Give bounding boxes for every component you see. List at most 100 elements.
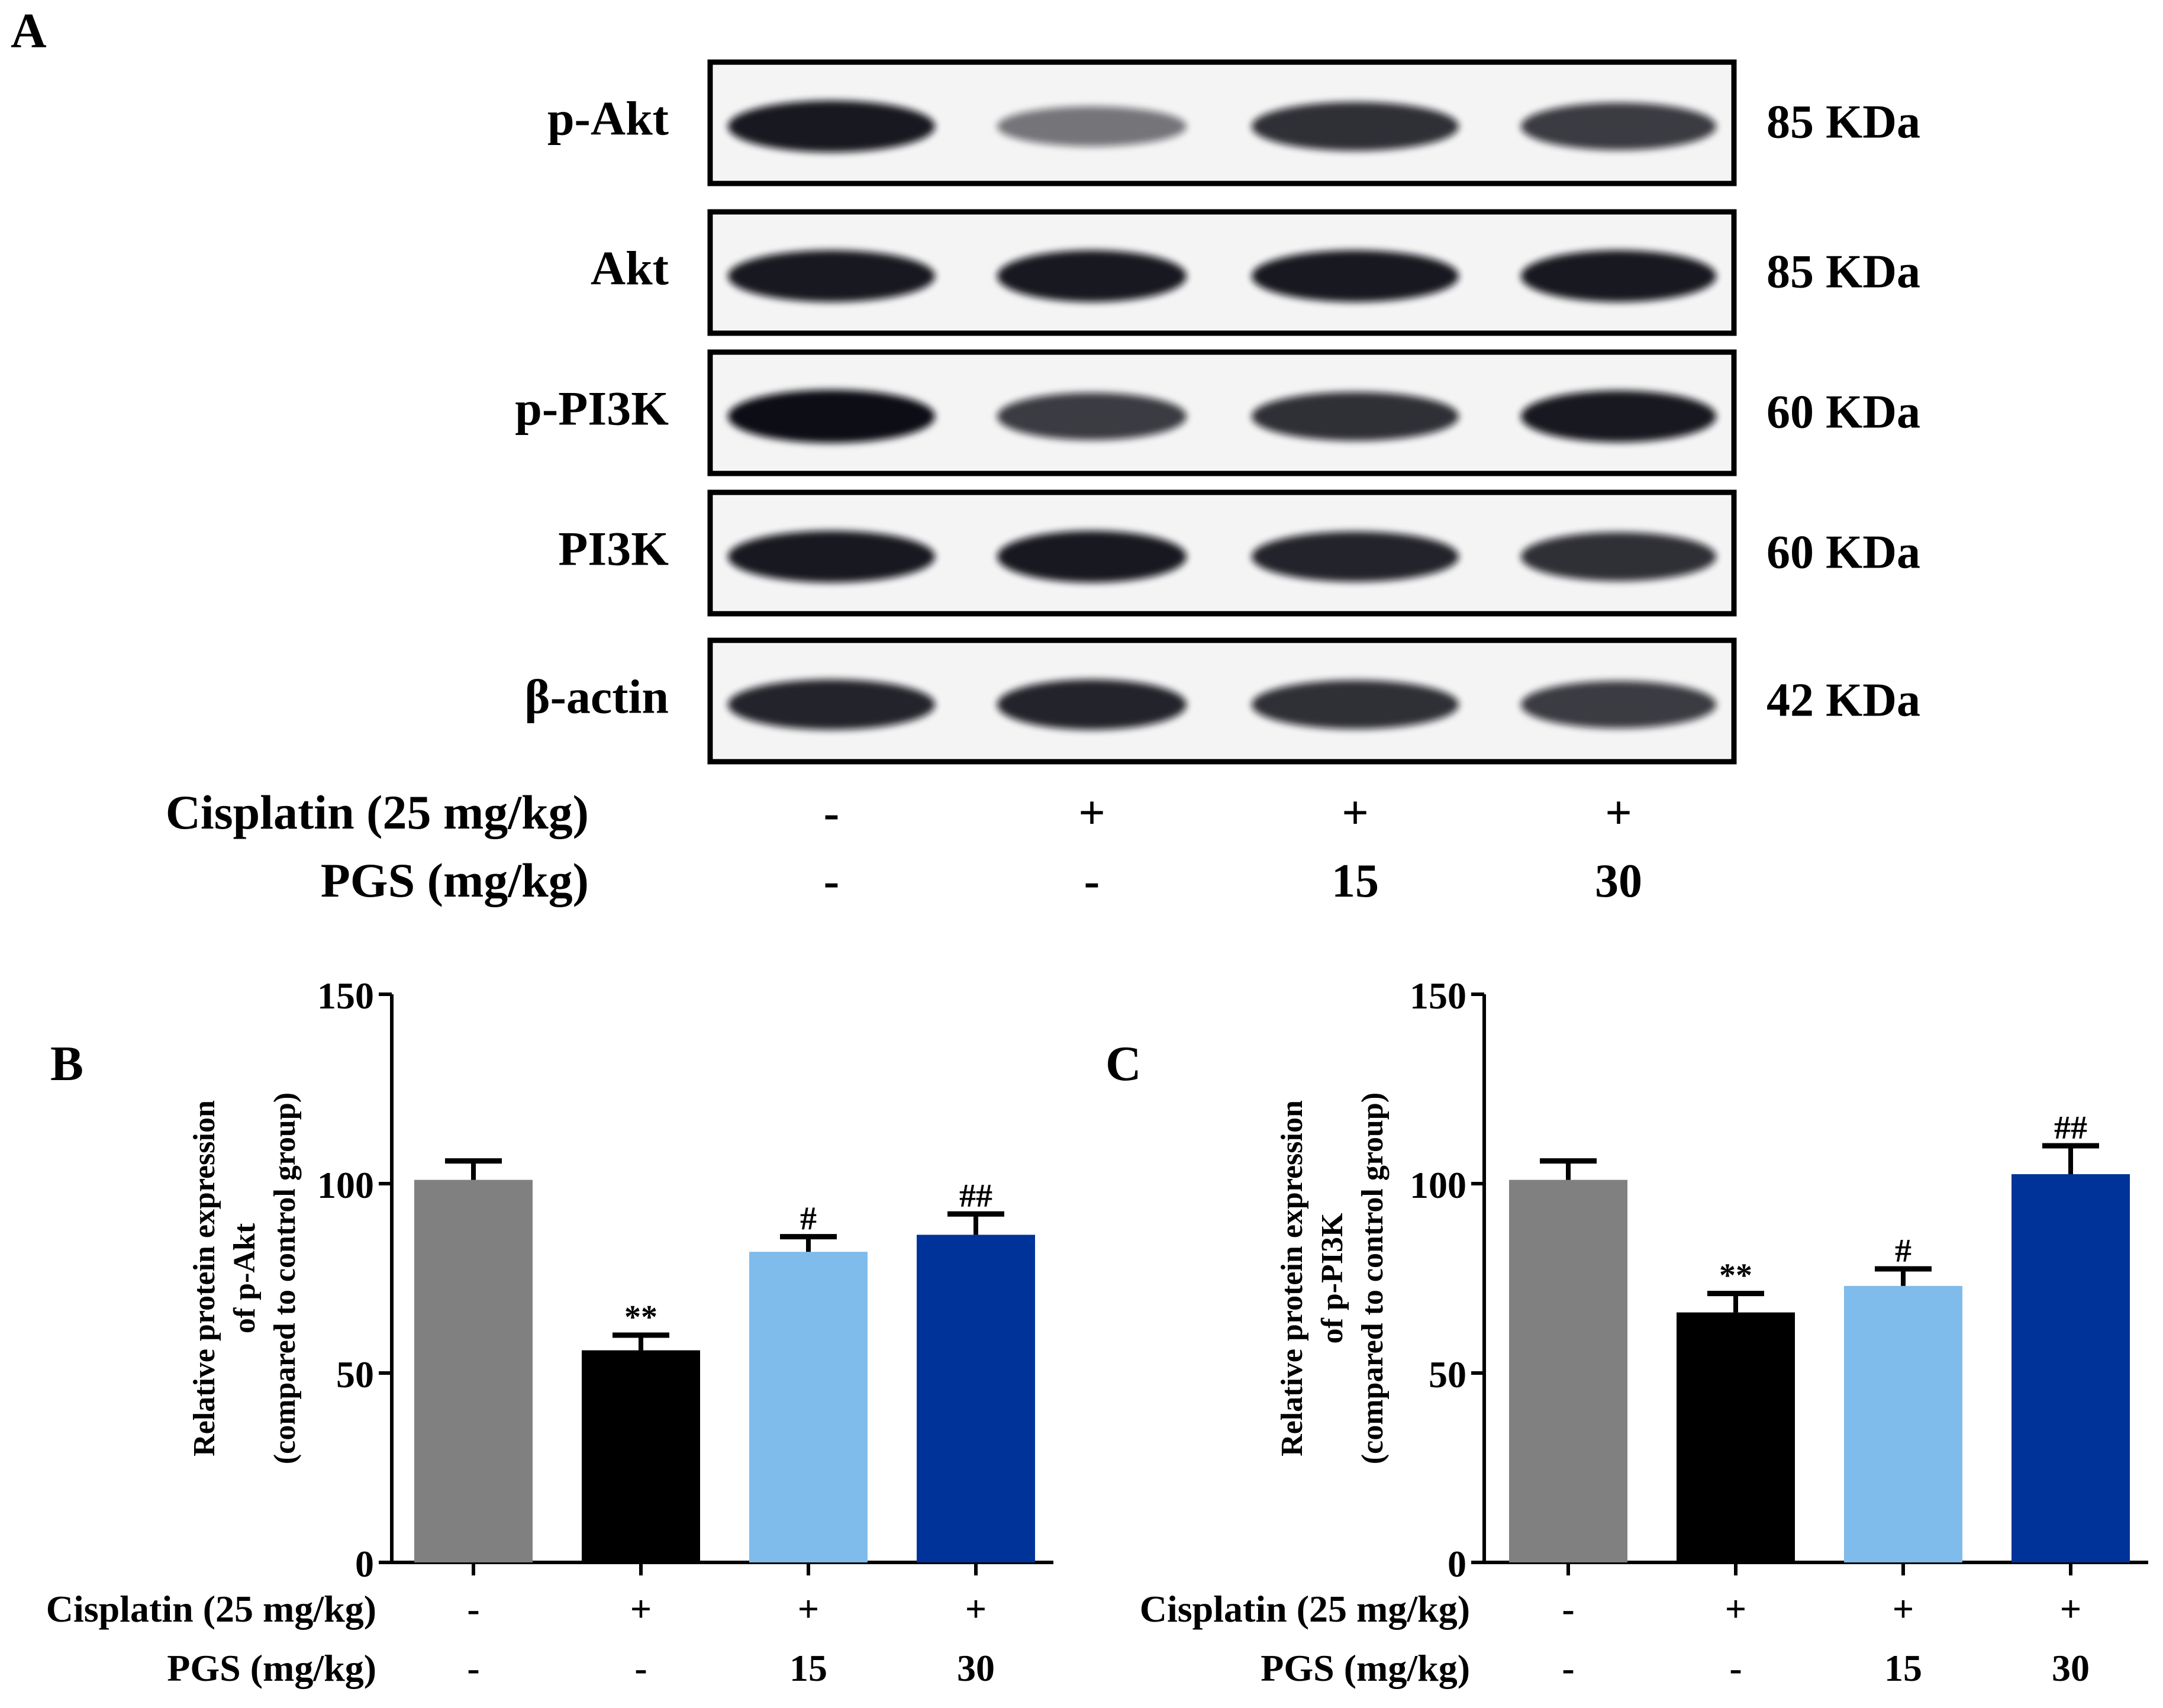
treatment-value: + bbox=[798, 1588, 819, 1630]
bar bbox=[2012, 1174, 2130, 1562]
treatment-value: 15 bbox=[1332, 855, 1379, 907]
y-tick-label: 100 bbox=[317, 1164, 374, 1206]
blot-band bbox=[728, 530, 935, 583]
bar bbox=[749, 1252, 868, 1562]
blot-row: PI3K 60 KDa bbox=[558, 489, 1920, 617]
blot-frame bbox=[707, 209, 1737, 336]
treatment-value: + bbox=[1342, 787, 1369, 839]
panel-label-b: B bbox=[50, 1036, 83, 1091]
blot-protein-label: p-PI3K bbox=[515, 382, 669, 436]
y-axis-title-line: (compared to control group) bbox=[1356, 1093, 1390, 1464]
treatment-value: - bbox=[1729, 1647, 1742, 1689]
blot-row: β-actin 42 KDa bbox=[524, 637, 1920, 765]
blot-frame bbox=[707, 349, 1737, 476]
blot-treatment-table: Cisplatin (25 mg/kg) - + + + PGS (mg/kg) - - 15 3… bbox=[166, 785, 1642, 907]
blot-row: p-Akt 85 KDa bbox=[547, 59, 1920, 186]
panel-a: A p-Akt 85 KDa Akt 85 KDa p-PI3K 60 KDa PI3K 60… bbox=[11, 4, 1920, 907]
treatment-value: - bbox=[634, 1647, 647, 1689]
treatment-label: PGS (mg/kg) bbox=[321, 853, 589, 907]
y-axis-title-line: Relative protein expression bbox=[1275, 1100, 1309, 1456]
treatment-value: 30 bbox=[957, 1647, 995, 1689]
y-tick-label: 100 bbox=[1410, 1164, 1466, 1206]
blot-frame bbox=[707, 489, 1737, 617]
blot-row: p-PI3K 60 KDa bbox=[515, 349, 1920, 476]
blot-band bbox=[997, 392, 1187, 440]
treatment-value: - bbox=[824, 787, 840, 839]
y-tick-label: 150 bbox=[317, 975, 374, 1017]
blot-frame bbox=[707, 59, 1737, 186]
blot-band bbox=[1521, 681, 1716, 729]
treatment-label: Cisplatin (25 mg/kg) bbox=[166, 785, 589, 839]
y-tick-label: 150 bbox=[1410, 975, 1466, 1017]
chart-p-pi3k: 0 50 100 150 Relative protein expression of p… bbox=[1140, 975, 2148, 1689]
blot-size-label: 60 KDa bbox=[1766, 386, 1920, 439]
blot-band bbox=[997, 250, 1187, 302]
blot-band bbox=[728, 679, 935, 730]
y-tick-label: 50 bbox=[336, 1353, 374, 1396]
bar bbox=[1844, 1285, 1962, 1562]
blot-frame bbox=[707, 637, 1737, 765]
bar bbox=[582, 1350, 700, 1562]
blot-band bbox=[728, 100, 935, 153]
panel-b: B 0 50 100 150 Relative protein expression of… bbox=[46, 975, 1053, 1689]
y-tick-label: 0 bbox=[1448, 1543, 1466, 1585]
panel-label-c: C bbox=[1105, 1036, 1142, 1091]
treatment-value: - bbox=[1562, 1588, 1574, 1630]
blot-band bbox=[1521, 250, 1716, 302]
blot-size-label: 60 KDa bbox=[1766, 527, 1920, 579]
blot-size-label: 85 KDa bbox=[1766, 246, 1920, 298]
treatment-value: + bbox=[630, 1588, 652, 1630]
significance-mark: ## bbox=[959, 1178, 992, 1214]
blot-size-label: 85 KDa bbox=[1766, 96, 1920, 149]
significance-mark: # bbox=[800, 1201, 817, 1238]
panel-c: C 0 50 100 150 Relative protein expression of… bbox=[1105, 975, 2148, 1689]
y-axis-title-line: of p-PI3K bbox=[1316, 1213, 1349, 1344]
blot-band bbox=[1252, 102, 1459, 151]
blot-size-label: 42 KDa bbox=[1766, 675, 1920, 727]
treatment-label: PGS (mg/kg) bbox=[167, 1647, 376, 1689]
blot-band bbox=[1521, 102, 1716, 150]
blot-band bbox=[1252, 531, 1459, 582]
chart-p-akt: 0 50 100 150 Relative protein expression of p… bbox=[46, 975, 1053, 1689]
treatment-label: Cisplatin (25 mg/kg) bbox=[1140, 1588, 1470, 1630]
blot-protein-label: PI3K bbox=[558, 522, 669, 576]
significance-mark: # bbox=[1895, 1233, 1911, 1269]
blot-band bbox=[728, 389, 935, 443]
bar bbox=[917, 1235, 1035, 1562]
bar bbox=[1677, 1312, 1795, 1562]
treatment-value: - bbox=[1084, 855, 1100, 907]
treatment-value: 15 bbox=[1884, 1647, 1922, 1689]
y-tick-label: 50 bbox=[1429, 1353, 1466, 1396]
y-axis-title-line: (compared to control group) bbox=[268, 1093, 302, 1464]
treatment-label: Cisplatin (25 mg/kg) bbox=[46, 1588, 376, 1630]
y-axis-title-line: of p-Akt bbox=[228, 1223, 262, 1333]
blot-protein-label: Akt bbox=[591, 241, 669, 295]
treatment-value: 30 bbox=[1595, 855, 1642, 907]
treatment-value: + bbox=[965, 1588, 987, 1630]
blot-row: Akt 85 KDa bbox=[591, 209, 1920, 336]
blot-protein-label: β-actin bbox=[524, 670, 669, 724]
treatment-value: + bbox=[1725, 1588, 1746, 1630]
blot-band bbox=[1252, 680, 1459, 729]
blot-band bbox=[1521, 390, 1716, 443]
treatment-value: + bbox=[1605, 787, 1632, 839]
significance-mark: ## bbox=[2054, 1110, 2087, 1146]
treatment-label: PGS (mg/kg) bbox=[1261, 1647, 1470, 1689]
blot-band bbox=[997, 106, 1187, 147]
western-blot: p-Akt 85 KDa Akt 85 KDa p-PI3K 60 KDa PI3K 60 K… bbox=[515, 59, 1920, 765]
blot-band bbox=[1252, 392, 1459, 441]
blot-band bbox=[1521, 532, 1716, 581]
treatment-value: 30 bbox=[2052, 1647, 2090, 1689]
treatment-value: + bbox=[2060, 1588, 2081, 1630]
bar bbox=[1509, 1180, 1627, 1562]
treatment-value: + bbox=[1078, 787, 1105, 839]
significance-mark: ** bbox=[1719, 1258, 1752, 1294]
blot-band bbox=[997, 679, 1187, 730]
y-tick-label: 0 bbox=[355, 1543, 374, 1585]
treatment-value: + bbox=[1893, 1588, 1914, 1630]
blot-band bbox=[1252, 250, 1459, 302]
blot-band bbox=[997, 530, 1187, 583]
treatment-value: - bbox=[824, 855, 840, 907]
treatment-value: - bbox=[467, 1647, 479, 1689]
